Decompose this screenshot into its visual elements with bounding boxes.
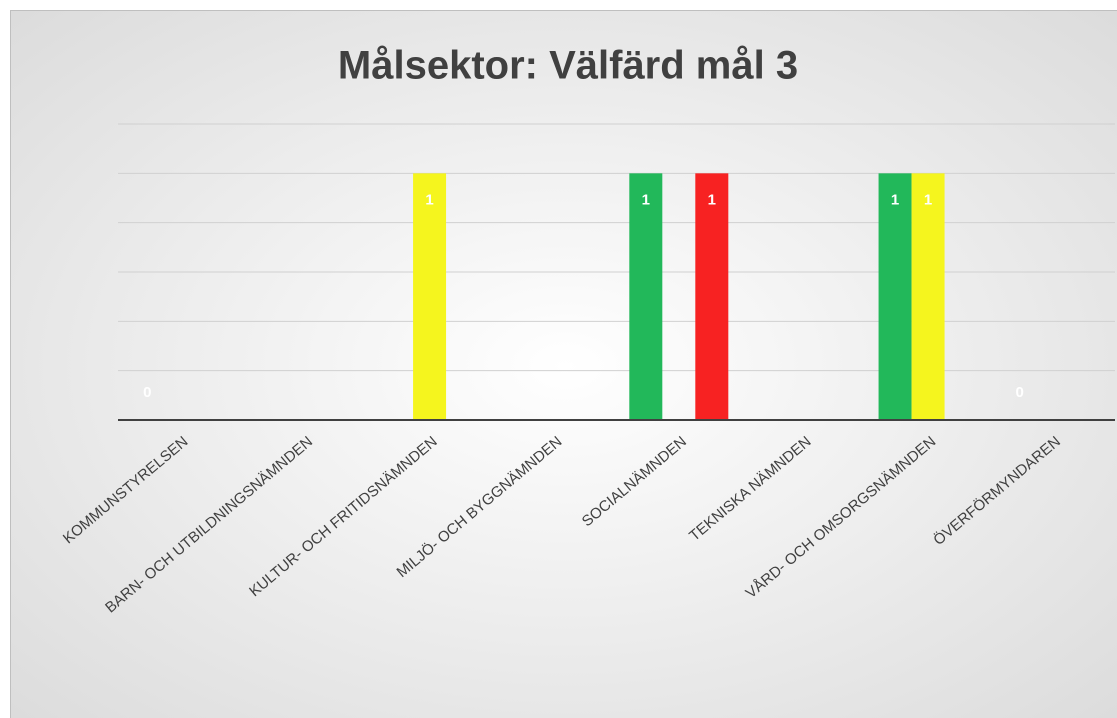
bar xyxy=(413,173,447,420)
bar xyxy=(878,173,912,420)
data-label: 1 xyxy=(708,191,716,208)
bar xyxy=(911,173,945,420)
data-label: 1 xyxy=(924,191,932,208)
data-label: 1 xyxy=(425,191,433,208)
data-label: 1 xyxy=(642,191,650,208)
chart-frame xyxy=(10,10,1117,718)
data-label: 1 xyxy=(891,191,899,208)
bar xyxy=(695,173,729,420)
data-label: 0 xyxy=(143,384,151,401)
data-label: 0 xyxy=(1016,384,1024,401)
chart-title: Målsektor: Välfärd mål 3 xyxy=(338,44,798,88)
bar xyxy=(629,173,663,420)
